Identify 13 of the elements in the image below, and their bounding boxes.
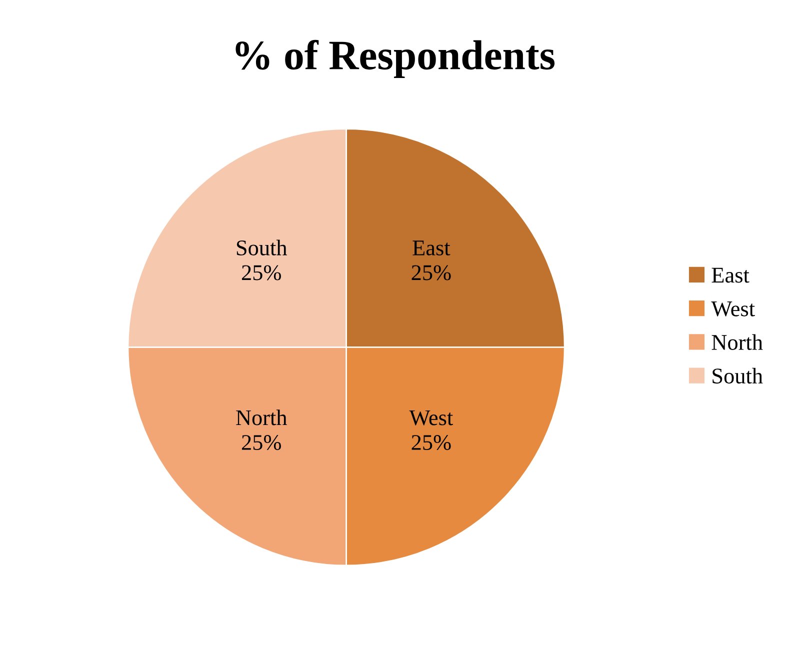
slice-label: West <box>409 410 453 426</box>
data-label: 25% <box>412 265 451 280</box>
slice-label: South <box>236 240 288 256</box>
legend-label: North <box>712 334 763 350</box>
legend-label: South <box>712 368 763 384</box>
data-label: 25% <box>242 435 281 450</box>
slice-label: North <box>236 410 287 426</box>
legend-label: West <box>711 302 755 316</box>
chart-title: % of Respondents <box>236 40 555 78</box>
legend-label: East <box>712 268 750 283</box>
slice-label: East <box>412 240 450 256</box>
data-label: 25% <box>242 265 281 280</box>
data-label: 25% <box>412 435 451 450</box>
